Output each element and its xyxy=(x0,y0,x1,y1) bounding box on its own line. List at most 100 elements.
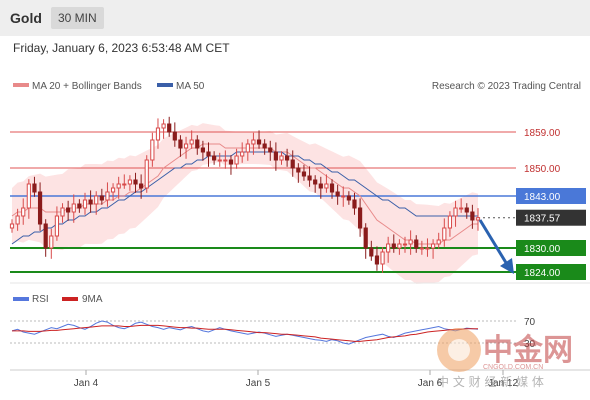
level-label: 1830.00 xyxy=(524,244,561,255)
candle-body xyxy=(144,159,149,189)
datetime-label: Friday, January 6, 2023 6:53:48 AM CET xyxy=(13,41,230,55)
candle-body xyxy=(178,139,183,149)
candle-body xyxy=(240,151,245,157)
candle-body xyxy=(212,155,217,161)
x-axis: Jan 4 Jan 5 Jan 6 Jan 12 xyxy=(74,370,518,389)
candle-body xyxy=(262,143,267,149)
candle-body xyxy=(341,195,346,198)
candle-body xyxy=(71,203,76,213)
watermark-cn: 中金网 xyxy=(483,333,573,368)
candle-body xyxy=(453,207,458,217)
candle-body xyxy=(301,171,307,177)
ma9-legend-swatch xyxy=(62,297,78,301)
candle-body xyxy=(60,207,65,217)
x-tick-label: Jan 4 xyxy=(74,378,99,389)
candle-body xyxy=(414,239,419,249)
symbol-title: Gold xyxy=(10,10,42,26)
candle-body xyxy=(402,243,408,246)
candle-body xyxy=(15,215,20,225)
candle-body xyxy=(21,207,26,217)
candle-body xyxy=(459,207,464,210)
candle-body xyxy=(167,123,172,133)
candle-body xyxy=(195,139,200,149)
candle-body xyxy=(234,155,239,165)
candle-body xyxy=(110,187,116,193)
rsi-panel: 70 30 xyxy=(10,317,536,350)
candle-body xyxy=(391,243,396,249)
watermark-logo-icon xyxy=(437,328,481,372)
top-bar: Gold 30 MIN xyxy=(0,0,590,36)
candle-body xyxy=(172,131,177,141)
candle-body xyxy=(425,247,430,250)
candle-body xyxy=(200,147,205,153)
candles xyxy=(9,116,481,273)
rsi-level-label: 70 xyxy=(524,317,536,328)
candle-body xyxy=(408,239,413,245)
candle-body xyxy=(32,183,37,193)
x-tick-label: Jan 5 xyxy=(246,378,271,389)
candle-body xyxy=(329,183,335,193)
candle-body xyxy=(217,159,222,162)
candle-body xyxy=(228,159,234,165)
candle-body xyxy=(268,147,273,153)
level-label: 1850.00 xyxy=(524,164,561,175)
candle-body xyxy=(324,183,329,189)
candle-body xyxy=(352,199,357,209)
candle-body xyxy=(380,251,385,265)
candle-body xyxy=(357,207,363,229)
candle-body xyxy=(26,183,31,209)
candle-body xyxy=(127,179,133,185)
rsi-legend-label: RSI xyxy=(32,294,49,305)
level-label-box xyxy=(516,209,586,226)
candle-body xyxy=(256,139,262,145)
candle-body xyxy=(9,223,15,229)
research-credit: Research © 2023 Trading Central xyxy=(432,81,581,92)
candle-body xyxy=(436,239,441,245)
candle-body xyxy=(442,227,447,241)
candle-body xyxy=(363,227,368,249)
candle-body xyxy=(43,223,48,249)
candle-body xyxy=(285,155,290,161)
forecast-arrow xyxy=(478,219,514,274)
level-label: 1824.00 xyxy=(524,268,561,279)
candle-body xyxy=(369,247,374,257)
ma9-legend-label: 9MA xyxy=(82,294,103,305)
level-label: 1859.00 xyxy=(524,128,561,139)
ma50-line xyxy=(11,151,478,245)
candle-body xyxy=(279,155,284,161)
price-labels: 1859.00 1850.00 1843.00 1837.57 1830.00 1824.… xyxy=(516,128,586,280)
rsi-legend-swatch xyxy=(13,297,29,301)
candle-body xyxy=(397,243,402,249)
level-label-box xyxy=(516,264,586,280)
level-label-box xyxy=(516,240,586,256)
ma20-legend-swatch xyxy=(13,83,29,87)
candle-body xyxy=(88,199,93,205)
watermark-url: CNGOLD.COM.CN xyxy=(483,364,543,371)
candle-body xyxy=(470,211,475,221)
candle-body xyxy=(223,159,228,162)
candle-body xyxy=(419,247,424,250)
candle-body xyxy=(150,139,155,161)
x-tick-label: Jan 6 xyxy=(418,378,443,389)
watermark-sub: 中 文 财 经 新 媒 体 xyxy=(437,374,544,389)
candle-body xyxy=(37,191,43,225)
candle-body xyxy=(447,215,453,229)
candle-body xyxy=(94,195,99,205)
candle-body xyxy=(374,255,380,265)
candle-body xyxy=(77,203,82,209)
candle-body xyxy=(161,123,166,129)
timeframe-button[interactable]: 30 MIN xyxy=(51,7,104,29)
candle-body xyxy=(296,167,301,173)
bollinger-band xyxy=(12,123,478,284)
candle-body xyxy=(155,127,161,141)
candle-body xyxy=(313,179,318,185)
rsi-line xyxy=(11,320,479,345)
candle-body xyxy=(82,199,88,209)
x-tick-label: Jan 12 xyxy=(488,378,518,389)
candle-body xyxy=(251,139,256,145)
candle-body xyxy=(183,143,189,149)
candle-body xyxy=(116,183,121,189)
candle-body xyxy=(49,235,54,249)
candle-body xyxy=(475,217,481,221)
